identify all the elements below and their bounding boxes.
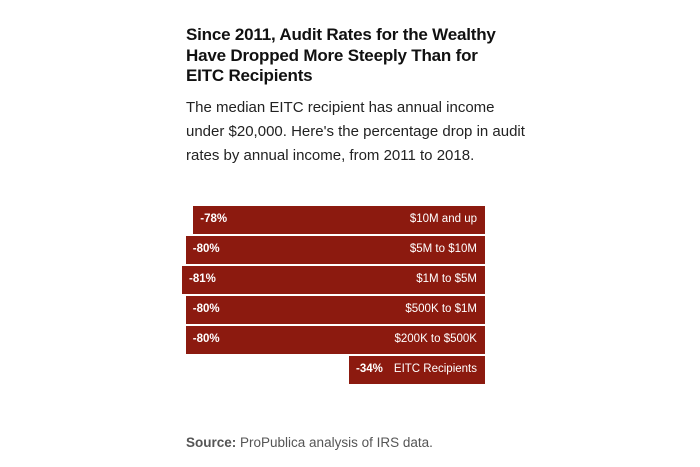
bar: -80% $5M to $10M: [185, 236, 485, 264]
value-label: -80%: [192, 243, 220, 255]
category-label: $200K to $500K: [394, 333, 477, 345]
category-label: $5M to $10M: [409, 243, 477, 255]
value-label: -34%: [356, 363, 383, 375]
value-label: -80%: [192, 333, 220, 345]
source-note: Source: ProPublica analysis of IRS data.: [186, 435, 433, 450]
category-label: $500K to $1M: [405, 303, 477, 315]
value-label: -81%: [189, 273, 216, 285]
bar: -78% $10M and up: [193, 206, 485, 234]
bar: -80% $200K to $500K: [185, 326, 485, 354]
value-label: -80%: [192, 303, 220, 315]
source-text: ProPublica analysis of IRS data.: [236, 435, 433, 450]
bar: -34% EITC Recipients: [349, 356, 485, 384]
category-label: EITC Recipients: [393, 363, 477, 375]
source-label: Source:: [186, 435, 237, 450]
chart-title: Since 2011, Audit Rates for the Wealthy …: [186, 25, 496, 85]
value-label: -78%: [200, 213, 228, 225]
bar: -80% $500K to $1M: [185, 296, 485, 324]
category-label: $1M to $5M: [416, 273, 477, 285]
bar: -81% $1M to $5M: [182, 266, 485, 294]
category-label: $10M and up: [409, 213, 477, 225]
chart-subtitle: The median EITC recipient has annual inc…: [186, 99, 525, 164]
